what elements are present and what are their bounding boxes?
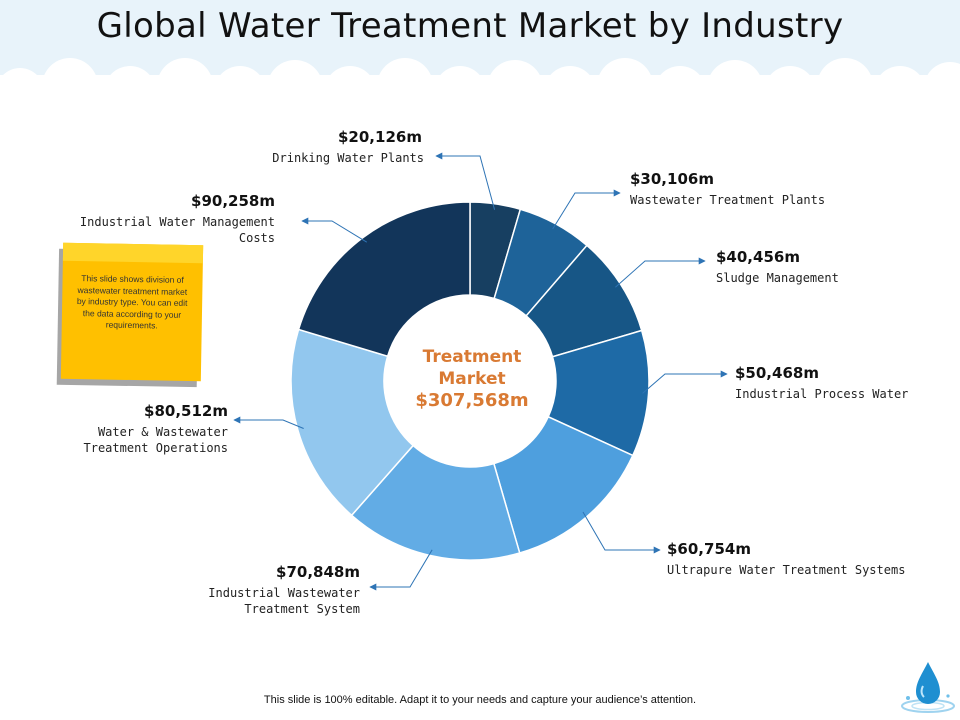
sticky-note-fold xyxy=(62,242,204,264)
leader-line xyxy=(233,416,304,429)
data-label-category: Industrial Process Water xyxy=(735,387,909,401)
center-total-value: $307,568m xyxy=(415,390,529,411)
data-label-value: $40,456m xyxy=(716,248,800,266)
data-label-category: Sludge Management xyxy=(716,271,839,285)
label-drinking-water-plants: $20,126m Drinking Water Plants xyxy=(272,128,424,166)
leader-line xyxy=(615,257,706,288)
data-label-category: Wastewater Treatment Plants xyxy=(630,193,826,207)
leader-line xyxy=(582,511,661,554)
leader-line xyxy=(642,370,728,394)
label-industrial-process-water: $50,468m Industrial Process Water xyxy=(735,364,935,402)
leader-line xyxy=(301,217,368,243)
data-label-value: $60,754m xyxy=(667,540,751,558)
data-label-value: $70,848m xyxy=(276,563,360,581)
data-label-category: Water & Wastewater Treatment Operations xyxy=(83,425,229,455)
donut-hole xyxy=(384,295,556,467)
leader-line xyxy=(552,189,621,230)
data-label-category: Ultrapure Water Treatment Systems xyxy=(667,563,906,577)
footer-note: This slide is 100% editable. Adapt it to… xyxy=(263,694,697,706)
data-label-category: Industrial Wastewater Treatment System xyxy=(208,586,360,616)
label-sludge-management: $40,456m Sludge Management xyxy=(716,248,916,286)
data-label-value: $20,126m xyxy=(338,128,422,146)
data-label-value: $90,258m xyxy=(191,192,275,210)
center-title: Treatment Market xyxy=(422,347,522,389)
data-label-value: $80,512m xyxy=(144,402,228,420)
sticky-note: This slide shows division of wastewater … xyxy=(60,242,204,382)
donut-center-label: Treatment Market $307,568m xyxy=(400,346,544,412)
water-drop-icon xyxy=(901,662,955,713)
label-industrial-water-management: $90,258m Industrial Water Management Cos… xyxy=(70,192,275,246)
page-title: Global Water Treatment Market by Industr… xyxy=(96,6,844,46)
label-water-wastewater-operations: $80,512m Water & Wastewater Treatment Op… xyxy=(70,402,229,456)
leader-line xyxy=(435,152,496,210)
cloud-header-band xyxy=(0,0,960,110)
data-label-category: Industrial Water Management Costs xyxy=(79,215,275,245)
data-label-value: $50,468m xyxy=(735,364,819,382)
data-label-value: $30,106m xyxy=(630,170,714,188)
data-label-category: Drinking Water Plants xyxy=(272,151,424,165)
label-wastewater-treatment-plants: $30,106m Wastewater Treatment Plants xyxy=(630,170,860,208)
leader-line xyxy=(369,549,433,591)
label-industrial-wastewater-system: $70,848m Industrial Wastewater Treatment… xyxy=(140,563,360,617)
sticky-note-text: This slide shows division of wastewater … xyxy=(76,273,188,331)
label-ultrapure-water: $60,754m Ultrapure Water Treatment Syste… xyxy=(667,540,927,578)
